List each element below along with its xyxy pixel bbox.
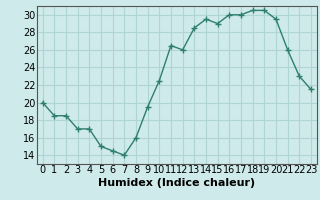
X-axis label: Humidex (Indice chaleur): Humidex (Indice chaleur)	[98, 178, 255, 188]
